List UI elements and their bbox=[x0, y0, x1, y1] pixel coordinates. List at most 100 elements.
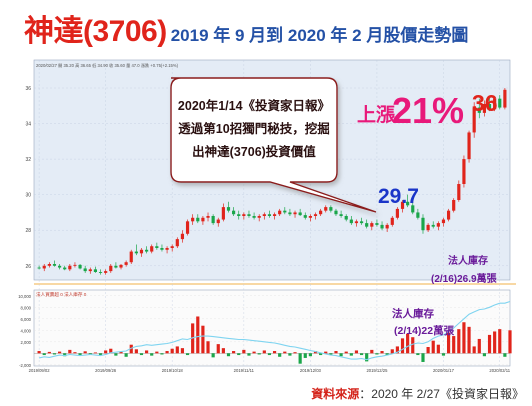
volume-tick-label: 6,000 bbox=[21, 317, 32, 322]
candle-body bbox=[201, 217, 205, 222]
net-buy-bar bbox=[339, 353, 343, 357]
net-buy-bar bbox=[104, 350, 108, 354]
net-buy-bar bbox=[380, 351, 384, 354]
candle bbox=[272, 212, 277, 220]
candle-body bbox=[134, 251, 138, 254]
net-buy-bar bbox=[416, 353, 420, 356]
title-sub: 2019 年 9 月到 2020 年 2 月股價走勢圖 bbox=[170, 26, 469, 45]
candle bbox=[436, 221, 440, 231]
source-text: ：2020 年 2/27《投資家日報》 bbox=[359, 387, 524, 401]
net-buy-bar bbox=[457, 329, 461, 354]
net-buy-bar bbox=[329, 353, 333, 355]
candle bbox=[472, 102, 476, 138]
candle-body bbox=[354, 221, 359, 224]
candle bbox=[288, 208, 292, 216]
candle bbox=[426, 223, 430, 232]
candle-body bbox=[68, 265, 72, 270]
candle bbox=[119, 264, 123, 270]
inventory-line bbox=[38, 300, 511, 361]
net-buy-bar bbox=[493, 331, 497, 354]
candle bbox=[421, 214, 425, 234]
candle bbox=[339, 210, 343, 218]
net-buy-bar bbox=[155, 351, 159, 354]
candle-body bbox=[58, 265, 62, 268]
candle bbox=[329, 205, 333, 213]
callout-line: 透過第10招獨門秘技，挖掘 bbox=[178, 121, 329, 136]
callout-line: 2020年1/14《投資家日報》 bbox=[178, 98, 330, 113]
net-buy-bar bbox=[145, 350, 149, 354]
net-buy-bar bbox=[344, 351, 348, 354]
net-buy-bar bbox=[180, 348, 185, 354]
candle bbox=[175, 237, 179, 248]
net-buy-bar bbox=[370, 349, 374, 354]
candle-body bbox=[124, 262, 128, 265]
inventory-2-value: (2/14)22萬張 bbox=[394, 324, 455, 337]
candle-body bbox=[262, 214, 266, 216]
net-buy-bar bbox=[400, 338, 405, 354]
candle bbox=[365, 219, 369, 229]
price-tick-label: 36 bbox=[25, 86, 31, 92]
candle bbox=[165, 246, 169, 254]
candle bbox=[349, 216, 353, 225]
candle-body bbox=[232, 210, 236, 215]
net-buy-bar bbox=[134, 349, 138, 354]
net-buy-bar bbox=[221, 348, 225, 354]
net-buy-bar bbox=[313, 351, 318, 354]
callout-box bbox=[170, 77, 377, 213]
candle-body bbox=[114, 265, 118, 268]
candle-body bbox=[498, 98, 502, 108]
candle bbox=[191, 214, 195, 225]
net-buy-bar bbox=[293, 352, 297, 354]
candle-body bbox=[63, 267, 67, 270]
candle bbox=[242, 212, 246, 220]
candle bbox=[380, 221, 384, 231]
net-buy-bar bbox=[288, 353, 292, 356]
candle bbox=[400, 200, 405, 213]
candle-body bbox=[319, 210, 323, 215]
candle-body bbox=[191, 217, 195, 222]
candle-body bbox=[272, 214, 277, 216]
candle bbox=[395, 207, 399, 220]
net-buy-bar bbox=[37, 351, 41, 354]
net-buy-bar bbox=[78, 353, 82, 356]
candle bbox=[47, 262, 51, 268]
chart-title: 神達(3706) 2019 年 9 月到 2020 年 2 月股價走勢圖 bbox=[24, 6, 524, 48]
net-buy-bar bbox=[124, 353, 128, 357]
candle bbox=[93, 266, 98, 273]
candle-body bbox=[119, 264, 123, 268]
candle bbox=[139, 248, 144, 257]
net-buy-bar bbox=[247, 353, 251, 356]
date-tick-label: 2020/01/17 bbox=[433, 368, 455, 373]
candle bbox=[104, 269, 108, 275]
source-note: 資料來源：2020 年 2/27《投資家日報》 bbox=[311, 385, 524, 402]
candle-body bbox=[196, 217, 200, 222]
net-buy-bar bbox=[114, 353, 118, 356]
candle-body bbox=[180, 233, 185, 240]
candle-body bbox=[216, 219, 220, 224]
candle bbox=[503, 88, 507, 110]
net-buy-bar bbox=[58, 351, 62, 354]
candle-body bbox=[109, 265, 113, 272]
net-buy-bar bbox=[472, 346, 476, 354]
candle bbox=[63, 265, 67, 271]
net-buy-bar bbox=[354, 350, 359, 354]
candle bbox=[308, 214, 312, 222]
net-buy-bar bbox=[83, 351, 87, 354]
candle bbox=[232, 207, 236, 216]
candle-body bbox=[155, 246, 159, 248]
candle bbox=[42, 264, 46, 272]
candle-body bbox=[349, 219, 353, 224]
candle bbox=[237, 210, 241, 220]
candle-body bbox=[406, 201, 410, 206]
net-buy-bar bbox=[390, 349, 394, 354]
candle-body bbox=[129, 251, 133, 263]
candle bbox=[390, 216, 394, 227]
candle-body bbox=[211, 216, 215, 224]
candle bbox=[206, 212, 210, 222]
candle-body bbox=[98, 272, 103, 273]
candle-body bbox=[329, 207, 333, 211]
candle-body bbox=[257, 216, 261, 218]
candle-body bbox=[104, 271, 108, 273]
candle-body bbox=[247, 214, 251, 216]
